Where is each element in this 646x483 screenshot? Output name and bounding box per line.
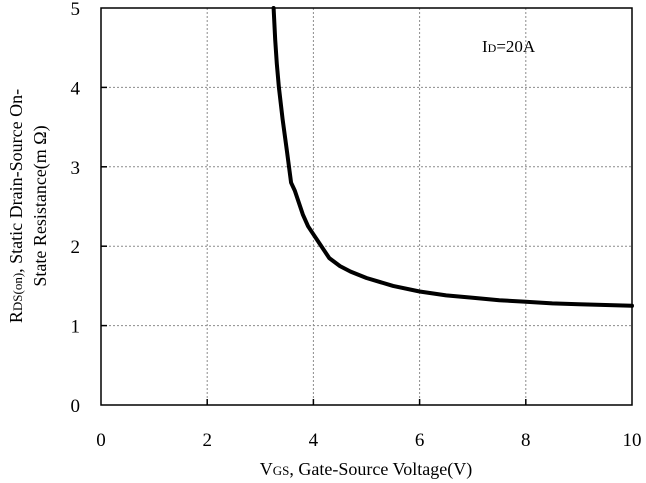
y-tick-label: 3 [71, 158, 81, 179]
y-axis-label-line1: RDS(on), Static Drain-Source On- [6, 89, 26, 323]
rds-on-curve [271, 6, 634, 308]
axis-ticks: 0 2 4 6 8 10 0 1 2 3 4 5 [71, 0, 642, 451]
y-tick-label: 4 [71, 78, 81, 99]
y-tick-label: 5 [71, 0, 81, 20]
series-layer [271, 6, 634, 308]
plot-frame [100, 7, 633, 406]
x-tick-label: 8 [521, 430, 531, 451]
x-tick-label: 4 [309, 430, 319, 451]
x-tick-label: 0 [96, 430, 106, 451]
x-axis-label: VGS, Gate-Source Voltage(V) [260, 459, 472, 480]
y-tick-label: 2 [71, 237, 81, 258]
x-tick-label: 6 [415, 430, 425, 451]
y-axis-label-line2: State Resistance(m Ω) [30, 125, 51, 286]
grid-lines [101, 8, 632, 405]
x-tick-label: 10 [623, 430, 642, 451]
annotation-id: ID=20A [482, 37, 536, 56]
x-tick-label: 2 [202, 430, 212, 451]
y-tick-label: 1 [71, 317, 81, 338]
y-tick-label: 0 [71, 396, 81, 417]
